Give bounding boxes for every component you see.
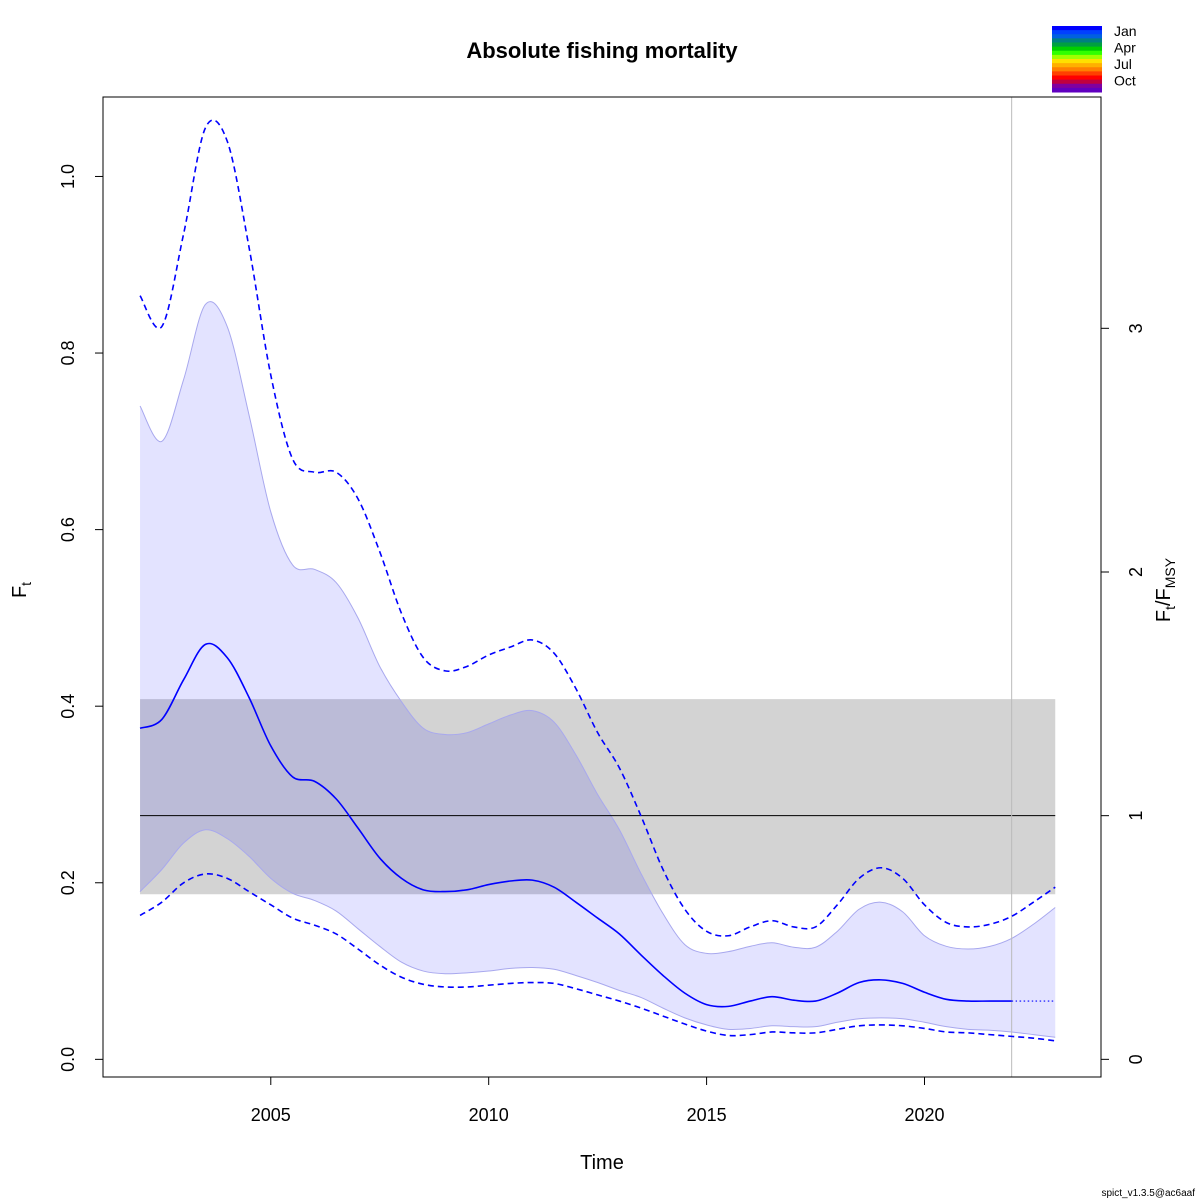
right-axis-label-sub2: MSY (1162, 557, 1178, 588)
legend-color-swatch (1052, 71, 1102, 77)
f-ci-band-lower-edge (139, 829, 1056, 1038)
legend-color-swatch (1052, 38, 1102, 44)
y-tick-label: 0.2 (58, 870, 78, 895)
legend-label: Jul (1114, 56, 1132, 72)
legend-color-swatch (1052, 46, 1102, 52)
right-axis-label-sub1: t (1162, 606, 1178, 610)
y-tick-label: 0.0 (58, 1047, 78, 1072)
right-tick-label: 2 (1126, 567, 1146, 577)
legend-color-swatch (1052, 75, 1102, 81)
y-tick-label: 0.8 (58, 341, 78, 366)
legend-color-swatch (1052, 59, 1102, 64)
legend-color-swatch (1052, 67, 1102, 72)
y-axis-label-sub: t (18, 582, 34, 586)
svg-text:Ft/FMSY: Ft/FMSY (1153, 557, 1178, 622)
right-axis-label-sep: /F (1153, 588, 1175, 606)
legend-color-swatch (1052, 63, 1102, 68)
x-tick-label: 2005 (251, 1105, 291, 1125)
f-ci-lower-dashed-line (139, 872, 1056, 1042)
right-tick-label: 0 (1126, 1054, 1146, 1064)
f-ci-band-upper-edge (139, 301, 1056, 955)
legend-label: Oct (1114, 73, 1136, 89)
right-tick-label: 3 (1126, 323, 1146, 333)
right-axis-label: Ft/FMSY (1153, 557, 1178, 622)
y-tick-label: 0.6 (58, 517, 78, 542)
x-tick-label: 2015 (687, 1105, 727, 1125)
f-ci-upper-dashed-line (139, 119, 1056, 937)
legend-color-swatch (1052, 87, 1102, 93)
right-axis-label-main: F (1153, 610, 1175, 622)
f-ci-band (140, 301, 1056, 1038)
legend-color-swatch (1052, 42, 1102, 48)
y-tick-label: 0.4 (58, 694, 78, 719)
right-tick-label: 1 (1126, 811, 1146, 821)
legend-color-swatch (1052, 50, 1102, 56)
legend-color-swatch (1052, 83, 1102, 89)
legend-color-swatch (1052, 30, 1102, 35)
version-footer: spict_v1.3.5@ac6aaf (1101, 1188, 1195, 1199)
chart-title: Absolute fishing mortality (466, 38, 738, 63)
y-axis-label: Ft (9, 582, 34, 598)
f-estimate-line (139, 642, 1012, 1008)
legend-color-swatch (1052, 54, 1102, 60)
x-tick-label: 2020 (904, 1105, 944, 1125)
legend-color-swatch (1052, 34, 1102, 39)
svg-text:Ft: Ft (9, 582, 34, 598)
plot-area (139, 97, 1056, 1077)
legend-color-swatch (1052, 26, 1102, 31)
legend-color-swatch (1052, 79, 1102, 85)
x-tick-label: 2010 (469, 1105, 509, 1125)
y-axis-label-main: F (9, 586, 31, 598)
x-axis-label: Time (580, 1152, 624, 1174)
legend-label: Apr (1114, 40, 1136, 56)
axes: 2005 2010 2015 2020 0.0 0.2 0.4 0.6 0.8 1.0 0 1 2 3 (58, 164, 1146, 1125)
y-tick-label: 1.0 (58, 164, 78, 189)
legend-label: Jan (1114, 23, 1137, 39)
